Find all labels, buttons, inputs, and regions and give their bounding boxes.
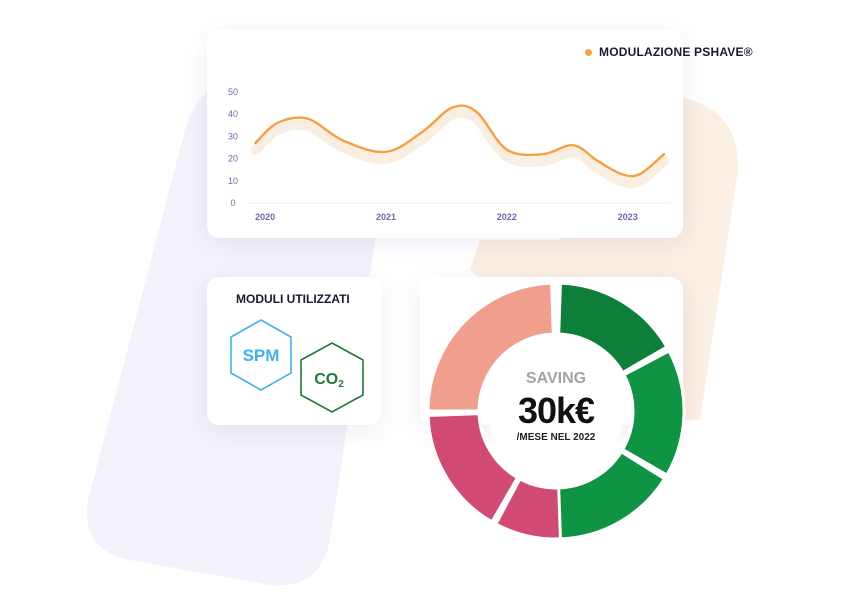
spm-hexagon-icon: SPM bbox=[230, 319, 292, 391]
module-icons: SPM CO2 bbox=[230, 319, 364, 413]
x-tick-label: 2021 bbox=[376, 212, 396, 222]
legend-label: MODULAZIONE PSHAVE® bbox=[599, 45, 753, 59]
saving-value: 30k€ bbox=[517, 390, 595, 431]
donut-center bbox=[488, 343, 624, 479]
y-tick-label: 40 bbox=[228, 109, 238, 119]
chart-legend: MODULAZIONE PSHAVE® bbox=[585, 45, 753, 59]
line-chart: 0 10 20 30 40 50 2020 2021 2022 2023 bbox=[228, 87, 670, 222]
y-tick-label: 0 bbox=[230, 198, 235, 208]
saving-subtitle: /MESE NEL 2022 bbox=[516, 432, 596, 443]
saving-donut: SAVING 30k€ /MESE NEL 2022 bbox=[418, 281, 694, 542]
donut-segment-left bbox=[426, 412, 520, 524]
y-tick-label: 20 bbox=[228, 154, 238, 164]
x-tick-label: 2020 bbox=[255, 212, 275, 222]
x-tick-label: 2022 bbox=[497, 212, 517, 222]
co2-hexagon-icon: CO2 bbox=[300, 342, 364, 413]
donut-segment-bottom-right bbox=[557, 449, 667, 541]
donut-segment-top-left bbox=[426, 281, 555, 413]
spm-label: SPM bbox=[243, 346, 280, 365]
y-tick-label: 50 bbox=[228, 87, 238, 97]
saving-label: SAVING bbox=[525, 370, 587, 387]
y-tick-label: 30 bbox=[228, 131, 238, 141]
line-chart-shadow bbox=[250, 107, 669, 189]
y-tick-label: 10 bbox=[228, 176, 238, 186]
modules-title: MODULI UTILIZZATI bbox=[236, 292, 350, 306]
donut-segment-right bbox=[620, 348, 686, 478]
x-tick-label: 2023 bbox=[618, 212, 638, 222]
legend-dot-icon bbox=[585, 48, 592, 56]
co2-label: CO2 bbox=[314, 371, 344, 390]
donut-segment-top-right bbox=[557, 281, 669, 375]
